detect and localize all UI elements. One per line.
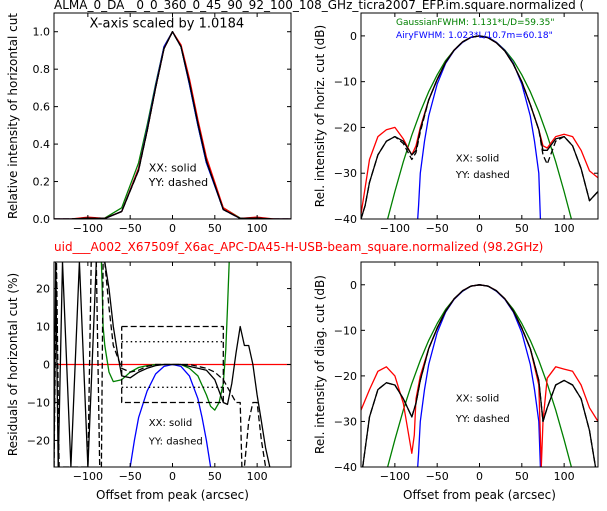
x-tick-label: 100 bbox=[247, 470, 268, 483]
series-line-black-dashed bbox=[361, 35, 598, 219]
series-line-blue-solid bbox=[417, 35, 542, 219]
x-tick-label: 0 bbox=[169, 222, 176, 235]
y-tick-label: 0 bbox=[350, 30, 357, 43]
x-tick-label: 0 bbox=[169, 470, 176, 483]
annotation-text: YY: dashed bbox=[148, 176, 208, 189]
y-tick-label: −40 bbox=[334, 461, 357, 474]
y-tick-label: 10 bbox=[36, 321, 50, 334]
y-tick-label: 0.0 bbox=[33, 213, 51, 226]
x-tick-label: −100 bbox=[73, 222, 103, 235]
x-tick-label: 100 bbox=[247, 222, 268, 235]
x-axis-label: Offset from peak (arcsec) bbox=[403, 488, 556, 502]
x-tick-label: 100 bbox=[554, 222, 575, 235]
series-line-black-solid bbox=[362, 284, 597, 467]
y-tick-label: −40 bbox=[334, 213, 357, 226]
y-tick-label: 0 bbox=[43, 359, 50, 372]
x-tick-label: 50 bbox=[515, 470, 529, 483]
series-line-green-solid bbox=[54, 31, 291, 219]
annotation-text: XX: solid bbox=[149, 418, 192, 429]
series-group bbox=[54, 31, 291, 219]
x-tick-label: 50 bbox=[208, 222, 222, 235]
y-axis-label: Residuals of horizontal cut (%) bbox=[6, 273, 20, 456]
series-group bbox=[54, 262, 291, 467]
series-line-blue-solid bbox=[54, 31, 291, 219]
axes-frame bbox=[360, 12, 599, 220]
x-tick-label: 0 bbox=[476, 470, 483, 483]
annotation-text: X-axis scaled by 1.0184 bbox=[90, 16, 245, 31]
y-tick-label: −30 bbox=[334, 415, 357, 428]
legend-entry: AiryFWHM: 1.023*L/10.7m=60.18" bbox=[396, 31, 553, 41]
annotation-text: XX: solid bbox=[456, 393, 499, 404]
x-tick-label: −100 bbox=[380, 222, 410, 235]
series-line-green-solid bbox=[386, 35, 573, 219]
y-tick-label: 1.0 bbox=[33, 26, 51, 39]
series-line-red-solid bbox=[54, 31, 291, 219]
x-tick-label: −50 bbox=[426, 222, 449, 235]
y-tick-label: 0.8 bbox=[33, 63, 51, 76]
series-line-black-solid bbox=[54, 31, 291, 219]
y-tick-label: −20 bbox=[334, 121, 357, 134]
series-line-red-solid bbox=[361, 284, 598, 467]
y-tick-label: 20 bbox=[36, 283, 50, 296]
y-tick-label: −30 bbox=[334, 167, 357, 180]
x-tick-label: −100 bbox=[380, 470, 410, 483]
x-axis-label: Offset from peak (arcsec) bbox=[96, 488, 249, 502]
series-line-green-solid bbox=[386, 284, 573, 467]
plot-p2: −100 −50 0 50 100 0 −10 −20 −30 −40 Rel. intensity… bbox=[313, 12, 599, 235]
x-tick-label: 50 bbox=[208, 470, 222, 483]
y-tick-label: 0 bbox=[350, 279, 357, 292]
x-tick-label: −50 bbox=[426, 470, 449, 483]
y-tick-label: 0.6 bbox=[33, 101, 51, 114]
y-axis-label: Relative intensity of horizontal cut bbox=[6, 13, 20, 219]
series-line-green-solid bbox=[100, 262, 230, 411]
x-tick-label: 50 bbox=[515, 222, 529, 235]
series-line-black-dashed bbox=[121, 325, 224, 404]
plot-p4: −100 −50 0 50 100 0 −10 −20 −30 −40 Rel. intensity… bbox=[313, 261, 599, 502]
y-tick-label: −10 bbox=[334, 76, 357, 89]
series-line-black-solid bbox=[361, 35, 598, 219]
figure-title-middle: uid___A002_X67509f_X6ac_APC-DA45-H-USB-b… bbox=[54, 240, 543, 254]
legend-entry: GaussianFWHM: 1.131*L/D=59.35" bbox=[396, 18, 554, 28]
annotation-text: YY: dashed bbox=[455, 170, 510, 181]
series-line-black-dashed bbox=[54, 262, 267, 467]
y-axis-label: Rel. intensity of diag. cut (dB) bbox=[313, 275, 327, 454]
y-tick-label: 0.2 bbox=[33, 176, 51, 189]
annotation-text: XX: solid bbox=[149, 162, 197, 175]
annotation-text: XX: solid bbox=[456, 153, 499, 164]
series-line-blue-solid bbox=[129, 363, 212, 467]
x-tick-label: 0 bbox=[476, 222, 483, 235]
series-line-black-dashed bbox=[362, 284, 597, 467]
plot-p1: −100 −50 0 50 100 0.0 0.2 0.4 0.6 0.8 1.0 Relative … bbox=[6, 12, 292, 235]
y-tick-label: −10 bbox=[27, 396, 50, 409]
series-line-blue-solid bbox=[417, 284, 542, 467]
series-line-black-solid bbox=[54, 262, 271, 467]
series-line-black-dashed bbox=[54, 31, 291, 219]
series-group bbox=[361, 35, 598, 219]
annotation-text: YY: dashed bbox=[148, 436, 203, 447]
plots-group: −100 −50 0 50 1000.00.20.40.60.81.0Relative … bbox=[6, 12, 599, 502]
figure-title-top: ALMA_0_DA__0_0_360_0_45_90_92_100_108_GH… bbox=[54, 0, 584, 12]
x-tick-label: 100 bbox=[554, 470, 575, 483]
annotation-text: YY: dashed bbox=[455, 414, 510, 425]
x-tick-label: −100 bbox=[73, 470, 103, 483]
y-axis-label: Rel. intensity of horiz. cut (dB) bbox=[313, 25, 327, 207]
y-tick-label: −10 bbox=[334, 324, 357, 337]
y-tick-label: 0.4 bbox=[33, 138, 51, 151]
x-tick-label: −50 bbox=[119, 222, 142, 235]
series-group bbox=[361, 284, 598, 467]
y-tick-label: −20 bbox=[334, 370, 357, 383]
x-tick-label: −50 bbox=[119, 470, 142, 483]
y-tick-label: −20 bbox=[27, 434, 50, 447]
